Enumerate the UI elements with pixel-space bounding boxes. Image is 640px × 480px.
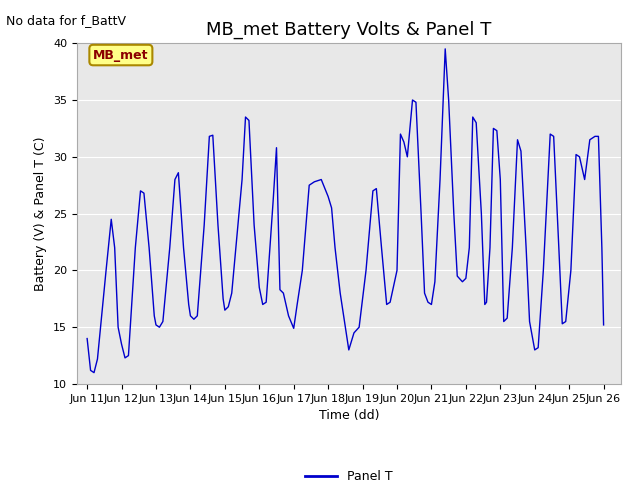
Text: MB_met: MB_met	[93, 48, 148, 61]
X-axis label: Time (dd): Time (dd)	[319, 409, 379, 422]
Legend: Panel T: Panel T	[300, 465, 397, 480]
Y-axis label: Battery (V) & Panel T (C): Battery (V) & Panel T (C)	[35, 136, 47, 291]
Title: MB_met Battery Volts & Panel T: MB_met Battery Volts & Panel T	[206, 21, 492, 39]
Text: No data for f_BattV: No data for f_BattV	[6, 14, 127, 27]
